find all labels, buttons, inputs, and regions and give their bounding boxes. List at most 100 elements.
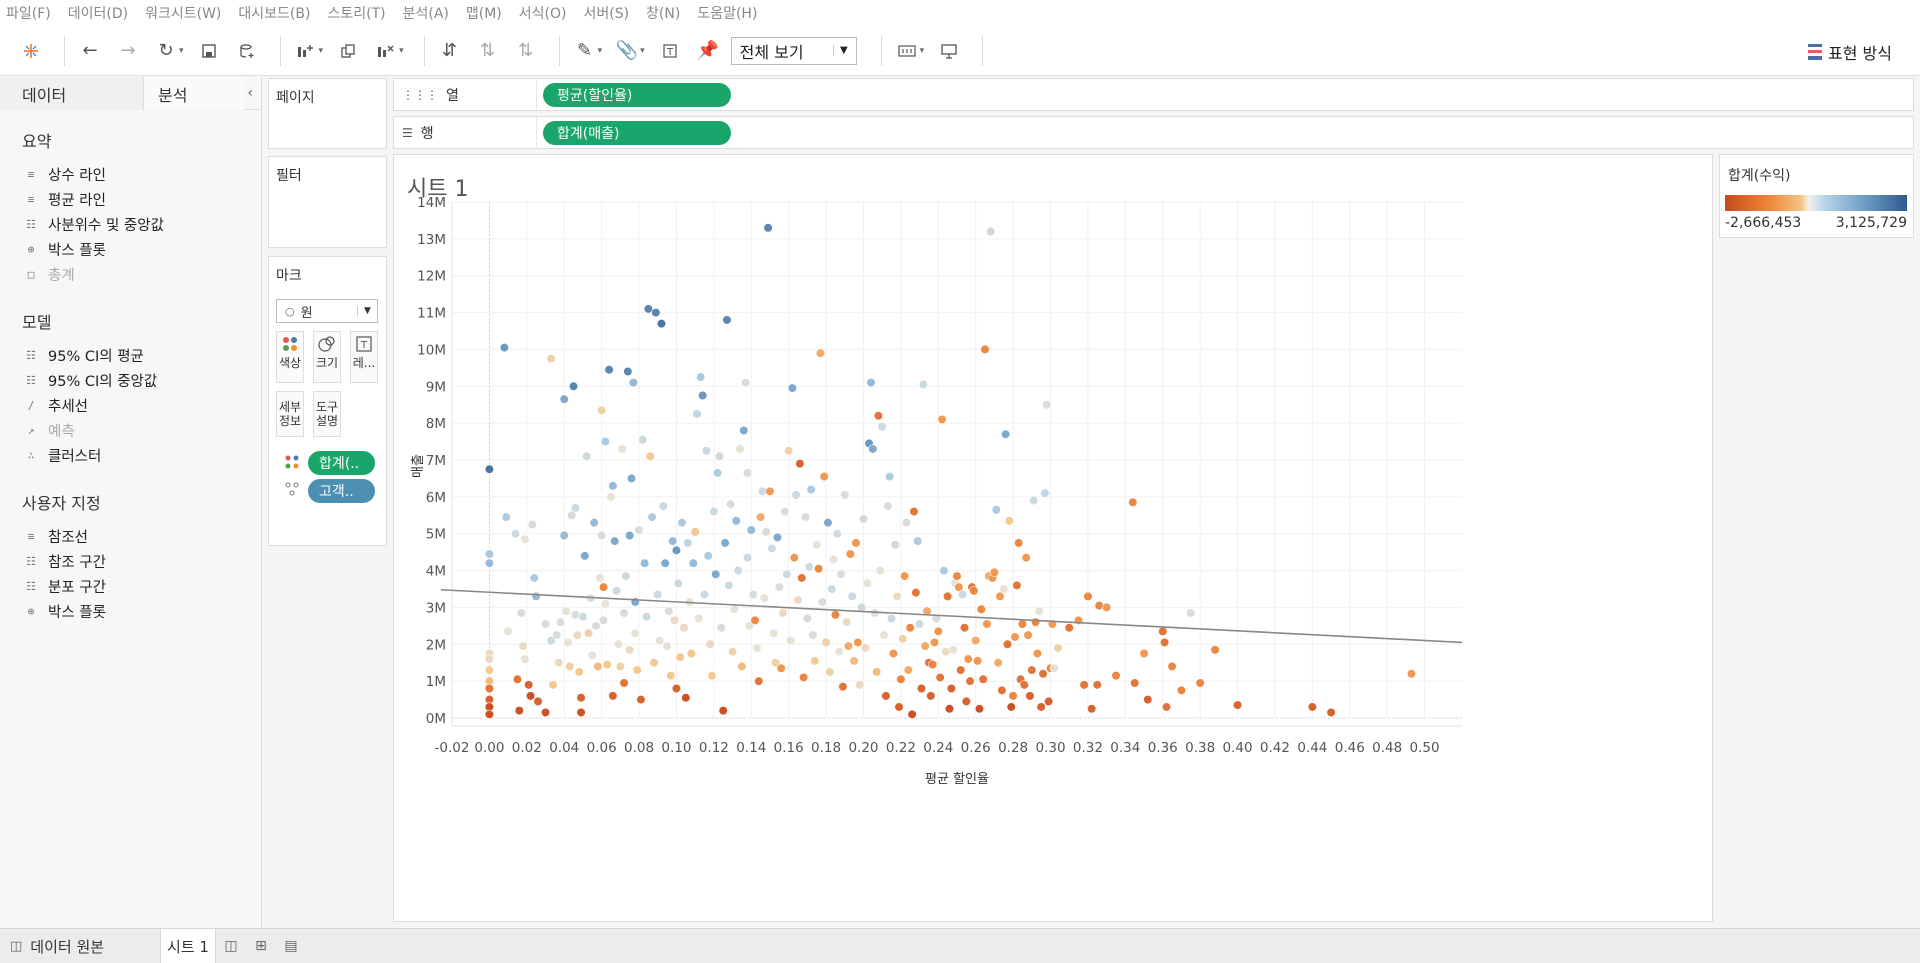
scatter-point bbox=[568, 381, 579, 391]
scatter-point bbox=[1053, 643, 1063, 653]
analytics-item[interactable]: ☷ 참조 구간 bbox=[0, 549, 261, 574]
group-dropdown-icon[interactable]: ▾ bbox=[640, 45, 645, 56]
new-story-icon[interactable]: ▤ bbox=[284, 938, 298, 954]
color-button[interactable]: 색상 bbox=[276, 331, 304, 383]
fit-dropdown-icon[interactable]: ▾ bbox=[919, 45, 925, 56]
rows-icon: ☰ bbox=[402, 125, 413, 140]
redo-icon[interactable]: → bbox=[120, 40, 136, 61]
analytics-item[interactable]: ☷ 95% CI의 평균 bbox=[0, 343, 261, 368]
menu-item-6[interactable]: 맵(M) bbox=[465, 6, 502, 22]
box-plot-icon: ⊕ bbox=[27, 243, 35, 256]
fit-icon[interactable] bbox=[892, 36, 922, 66]
new-worksheet-icon[interactable]: ◫ bbox=[224, 938, 238, 954]
analytics-item[interactable]: □ 총계 bbox=[0, 262, 261, 287]
scatter-chart[interactable]: -0.02 0.00 0.02 0.04 0.06 0.08 0.10 0.12 0.14 0.1… bbox=[394, 155, 1714, 923]
analytics-item[interactable]: ⊕ 박스 플롯 bbox=[0, 599, 261, 624]
sort-desc-icon[interactable]: ⇅ bbox=[518, 40, 534, 61]
datasource-tab[interactable]: ◫ 데이터 원본 bbox=[0, 936, 160, 957]
analytics-item[interactable]: ☷ 95% CI의 중앙값 bbox=[0, 368, 261, 393]
new-datasource-icon[interactable] bbox=[232, 36, 262, 66]
menu-item-2[interactable]: 워크시트(W) bbox=[145, 6, 222, 22]
analytics-item[interactable]: ≡ 평균 라인 bbox=[0, 187, 261, 212]
scatter-point bbox=[918, 379, 928, 390]
save-icon[interactable] bbox=[194, 36, 224, 66]
scatter-point bbox=[834, 647, 844, 657]
new-sheet-dropdown-icon[interactable]: ▾ bbox=[318, 45, 324, 56]
scatter-point bbox=[554, 658, 564, 668]
section-title: 사용자 지정 bbox=[22, 494, 101, 513]
scatter-point bbox=[905, 623, 915, 633]
clear-dropdown-icon[interactable]: ▾ bbox=[399, 45, 404, 56]
analytics-item[interactable]: ↗ 예측 bbox=[0, 418, 261, 443]
rows-pill[interactable]: 합계(매출) bbox=[543, 120, 731, 145]
y-tick-label: 11M bbox=[417, 306, 446, 322]
menu-item-4[interactable]: 스토리(T) bbox=[327, 6, 386, 22]
analytics-item[interactable]: ☷ 분포 구간 bbox=[0, 574, 261, 599]
color-legend[interactable]: 합계(수익) -2,666,453 3,125,729 bbox=[1719, 154, 1914, 238]
pin-icon[interactable]: 📌 bbox=[696, 40, 719, 61]
new-sheet-icon[interactable] bbox=[291, 36, 321, 66]
group-icon[interactable]: 📎 bbox=[615, 40, 639, 61]
duplicate-icon[interactable] bbox=[333, 36, 363, 66]
undo-icon[interactable]: ← bbox=[82, 40, 98, 61]
size-button[interactable]: 크기 bbox=[313, 331, 341, 383]
detail-button[interactable]: 세부 정보 bbox=[276, 391, 304, 437]
analytics-item[interactable]: ☷ 사분위수 및 중앙값 bbox=[0, 212, 261, 237]
highlight-icon[interactable]: ✎ bbox=[577, 40, 593, 61]
filters-card[interactable]: 필터 bbox=[268, 156, 387, 248]
tableau-logo-icon[interactable] bbox=[16, 36, 46, 66]
tooltip-button[interactable]: 도구 설명 bbox=[313, 391, 341, 437]
analytics-item[interactable]: ≡ 상수 라인 bbox=[0, 162, 261, 187]
menu-item-1[interactable]: 데이터(D) bbox=[67, 6, 129, 22]
scatter-point bbox=[600, 436, 610, 447]
analytics-item[interactable]: ∴ 클러스터 bbox=[0, 443, 261, 468]
scatter-point bbox=[1032, 648, 1043, 659]
sort-asc-icon[interactable]: ⇅ bbox=[480, 40, 496, 61]
scatter-point bbox=[784, 446, 794, 456]
scatter-point bbox=[881, 691, 891, 701]
scatter-point bbox=[711, 569, 721, 579]
label-icon[interactable]: T bbox=[655, 36, 685, 66]
menu-item-9[interactable]: 창(N) bbox=[646, 6, 681, 22]
menu-item-10[interactable]: 도움말(H) bbox=[697, 6, 758, 22]
label-button[interactable]: T 레... bbox=[350, 331, 378, 383]
menu-item-3[interactable]: 대시보드(B) bbox=[238, 6, 311, 22]
highlight-dropdown-icon[interactable]: ▾ bbox=[597, 45, 603, 56]
pages-card[interactable]: 페이지 bbox=[268, 78, 387, 149]
presentation-icon[interactable] bbox=[934, 36, 964, 66]
y-tick-label: 5M bbox=[426, 527, 446, 543]
columns-pill[interactable]: 평균(할인율) bbox=[543, 82, 731, 107]
refresh-icon[interactable]: ↻ bbox=[158, 40, 174, 61]
color-field-pill[interactable]: 합계(.. bbox=[308, 451, 375, 475]
scatter-point bbox=[986, 226, 996, 237]
menu-item-8[interactable]: 서버(S) bbox=[583, 6, 630, 22]
menu-item-5[interactable]: 분석(A) bbox=[402, 6, 449, 22]
view-mode-select[interactable]: 전체 보기 ▼ bbox=[730, 36, 857, 65]
clear-sheet-icon[interactable] bbox=[371, 36, 401, 66]
rows-shelf[interactable]: ☰ 행 합계(매출) bbox=[393, 116, 1914, 149]
show-me-label: 표현 방식 bbox=[1828, 44, 1892, 63]
sheet-title[interactable]: 시트 1 bbox=[407, 177, 469, 202]
tab-data[interactable]: 데이터 bbox=[0, 77, 144, 110]
scatter-point bbox=[643, 304, 653, 314]
scatter-point bbox=[565, 661, 575, 672]
swap-icon[interactable]: ⇵ bbox=[442, 40, 458, 61]
menu-item-7[interactable]: 서식(O) bbox=[518, 6, 567, 22]
show-me-button[interactable]: 표현 방식 bbox=[1808, 40, 1892, 64]
columns-shelf[interactable]: ⋮⋮⋮ 열 평균(할인율) bbox=[393, 78, 1914, 111]
pages-card-title: 페이지 bbox=[276, 90, 315, 106]
analytics-item[interactable]: ∕ 추세선 bbox=[0, 393, 261, 418]
analytics-item[interactable]: ⊕ 박스 플롯 bbox=[0, 237, 261, 262]
mark-type-select[interactable]: ○ 원 ▼ bbox=[276, 299, 378, 323]
x-tick-label: 0.26 bbox=[961, 740, 991, 756]
refresh-dropdown-icon[interactable]: ▾ bbox=[179, 45, 184, 56]
rows-label: 행 bbox=[420, 125, 434, 142]
tab-sheet-1[interactable]: 시트 1 bbox=[160, 928, 216, 963]
collapse-pane-icon[interactable]: ‹ bbox=[247, 85, 253, 101]
detail-field-pill[interactable]: 고객.. bbox=[308, 479, 375, 503]
scatter-point bbox=[759, 593, 769, 603]
menu-item-0[interactable]: 파일(F) bbox=[6, 6, 51, 22]
analytics-item[interactable]: ≡ 참조선 bbox=[0, 524, 261, 549]
tab-analytics[interactable]: 분석 bbox=[144, 77, 244, 110]
new-dashboard-icon[interactable]: ⊞ bbox=[255, 938, 267, 954]
